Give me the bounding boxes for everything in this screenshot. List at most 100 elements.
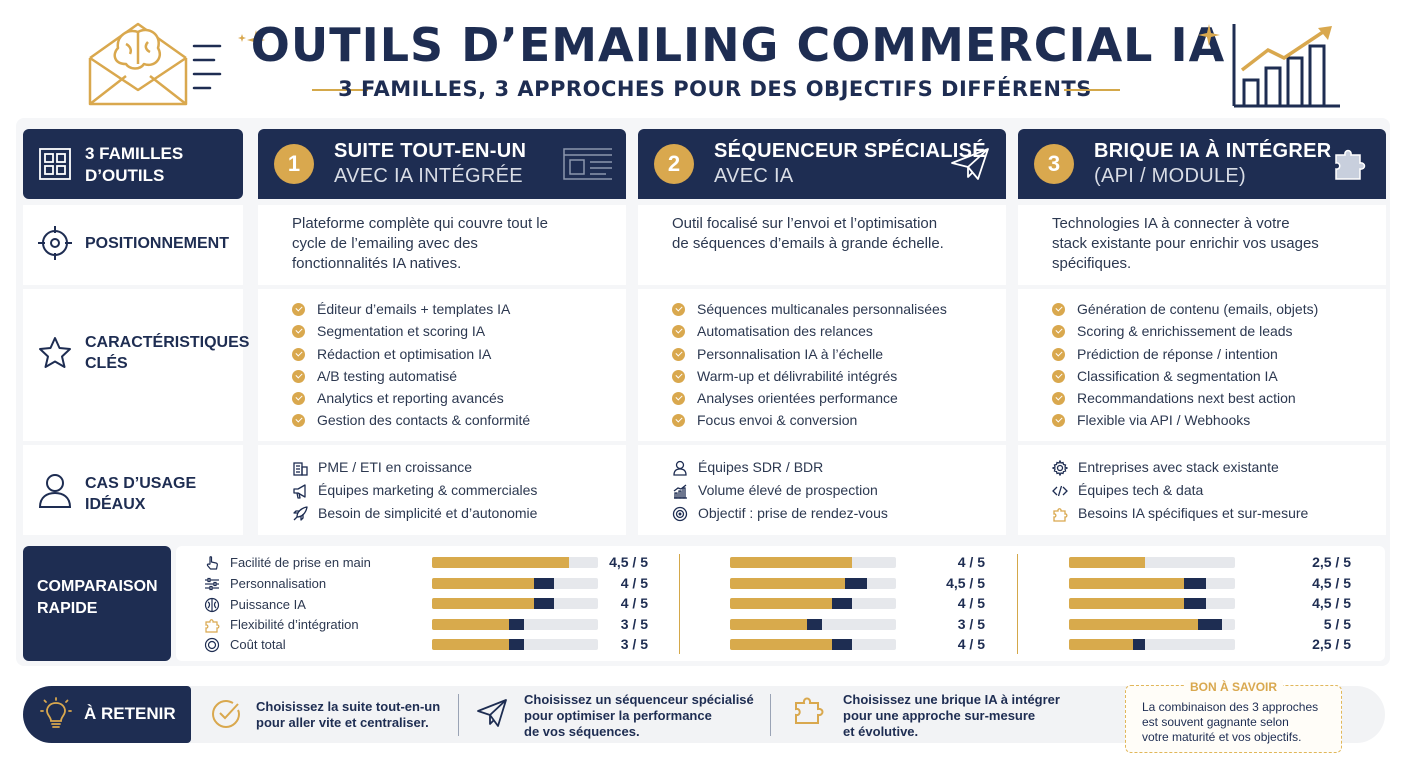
list-item: Focus envoi & conversion: [672, 409, 947, 431]
score-label: 5 / 5: [1323, 616, 1351, 632]
page-subtitle: 3 FAMILLES, 3 APPROCHES POUR DES OBJECTI…: [338, 77, 1092, 101]
criterion-label: Flexibilité d’intégration: [230, 617, 359, 632]
takeaway-line: de vos séquences.: [524, 724, 640, 739]
list-item: Équipes SDR / BDR: [672, 456, 888, 479]
puzzle-icon: [205, 619, 220, 633]
list-item: Scoring & enrichissement de leads: [1052, 320, 1318, 342]
browser-window-icon: [563, 148, 612, 180]
list-item: Rédaction et optimisation IA: [292, 343, 530, 365]
takeaway-line: pour optimiser la performance: [524, 708, 712, 723]
comparison-header: COMPARAISON RAPIDE: [23, 546, 171, 661]
column-2-header: 2 SÉQUENCEUR SPÉCIALISÉ AVEC IA: [638, 129, 1006, 199]
subtitle-right-line: [1064, 89, 1120, 91]
criterion-label: Facilité de prise en main: [230, 555, 371, 570]
score-label: 3 / 5: [957, 616, 985, 632]
paper-plane-icon: [951, 148, 989, 180]
score-bar-track: [432, 639, 598, 650]
lightbulb-icon: [40, 697, 72, 728]
puzzle-piece-icon: [795, 697, 824, 724]
score-label: 3 / 5: [620, 616, 648, 632]
page-title: OUTILS D’EMAILING COMMERCIAL IA: [250, 18, 1226, 72]
score-label: 4,5 / 5: [609, 554, 648, 570]
column-number: 1: [274, 144, 314, 184]
takeaways-header: À RETENIR: [23, 686, 191, 743]
criterion-label: Puissance IA: [230, 597, 306, 612]
score-bar-fill: [432, 557, 569, 568]
takeaway-line: Choisissez une brique IA à intégrer: [843, 692, 1060, 707]
score-bar-fill: [730, 619, 822, 630]
column-number: 3: [1034, 144, 1074, 184]
features-label: CARACTÉRISTIQUES CLÉS: [85, 334, 250, 372]
criterion: Flexibilité d’intégration: [204, 617, 359, 633]
gear-icon: [1052, 460, 1068, 476]
criterion: Coût total: [204, 637, 286, 653]
score-label: 4 / 5: [957, 636, 985, 652]
column-1-header: 1 SUITE TOUT-EN-UN AVEC IA INTÉGRÉE: [258, 129, 626, 199]
score-bar-fill: [1069, 557, 1145, 568]
list-item-text: Besoin de simplicité et d’autonomie: [318, 505, 538, 521]
star-icon: [39, 337, 71, 368]
score-bar-track: [1069, 639, 1235, 650]
score-bar-fill: [730, 578, 867, 589]
growth-chart-icon: [673, 484, 687, 499]
list-item: Automatisation des relances: [672, 320, 947, 342]
list-item: Prédiction de réponse / intention: [1052, 343, 1318, 365]
list-item: Classification & segmentation IA: [1052, 365, 1318, 387]
takeaway-3: Choisissez une brique IA à intégrer pour…: [843, 692, 1060, 740]
list-item: Équipes tech & data: [1052, 479, 1308, 502]
score-bar-fill: [432, 619, 524, 630]
score-bar-track: [1069, 598, 1235, 609]
score-bar-fill: [432, 639, 524, 650]
column-subtitle: AVEC IA INTÉGRÉE: [334, 165, 523, 187]
score-bar-track: [432, 619, 598, 630]
good-to-know-title-text: BON À SAVOIR: [1183, 680, 1284, 694]
takeaway-line: Choisissez un séquenceur spécialisé: [524, 692, 754, 707]
score-bar-track: [730, 639, 896, 650]
score-bar-accent: [807, 619, 822, 630]
score-bar-fill: [432, 598, 554, 609]
score-bar-track: [1069, 619, 1235, 630]
score-bar-track: [730, 578, 896, 589]
megaphone-icon: [293, 484, 306, 499]
score-bar-track: [1069, 557, 1235, 568]
column-title: SUITE TOUT-EN-UN: [334, 140, 527, 162]
families-header: 3 FAMILLES D’OUTILS: [23, 129, 243, 199]
usecase-list: PME / ETI en croissance Équipes marketin…: [292, 456, 537, 525]
score-label: 4,5 / 5: [946, 575, 985, 591]
positioning-text: Outil focalisé sur l’envoi et l’optimisa…: [672, 215, 944, 252]
list-item: Segmentation et scoring IA: [292, 320, 530, 342]
good-to-know-title: BON À SAVOIR: [1126, 680, 1341, 694]
list-item: Warm-up et délivrabilité intégrés: [672, 365, 947, 387]
column-title: SÉQUENCEUR SPÉCIALISÉ: [714, 140, 986, 162]
column-title: BRIQUE IA À INTÉGRER: [1094, 140, 1332, 162]
score-bar-accent: [845, 578, 867, 589]
list-item: Besoin de simplicité et d’autonomie: [292, 502, 537, 525]
good-to-know-line: votre maturité et vos objectifs.: [1142, 730, 1302, 744]
usecases-label: CAS D’USAGE IDÉAUX: [85, 475, 197, 513]
puzzle-icon: [1053, 508, 1068, 522]
column-number: 2: [654, 144, 694, 184]
score-bar-track: [432, 557, 598, 568]
good-to-know-line: est souvent gagnante selon: [1142, 715, 1289, 729]
feature-list: Génération de contenu (emails, objets) S…: [1052, 298, 1318, 432]
score-label: 4 / 5: [957, 595, 985, 611]
score-bar-fill: [1069, 578, 1206, 589]
column-3-positioning: [1018, 205, 1386, 285]
list-item: Éditeur d’emails + templates IA: [292, 298, 530, 320]
score-label: 4 / 5: [620, 575, 648, 591]
hand-pointer-icon: [206, 556, 218, 570]
building-icon: [293, 462, 308, 476]
column-1-usecases: [258, 445, 626, 535]
score-bar-accent: [534, 578, 554, 589]
coin-icon: [204, 637, 220, 653]
list-item-text: Équipes marketing & commerciales: [318, 482, 538, 498]
brain-envelope-icon: [88, 22, 222, 106]
score-bar-fill: [730, 639, 852, 650]
list-item: Volume élevé de prospection: [672, 479, 888, 502]
list-item-text: PME / ETI en croissance: [318, 459, 473, 475]
takeaway-line: pour une approche sur-mesure: [843, 708, 1036, 723]
score-bar-fill: [730, 557, 852, 568]
score-bar-track: [432, 598, 598, 609]
list-item: Besoins IA spécifiques et sur-mesure: [1052, 502, 1308, 525]
score-bar-accent: [534, 598, 554, 609]
